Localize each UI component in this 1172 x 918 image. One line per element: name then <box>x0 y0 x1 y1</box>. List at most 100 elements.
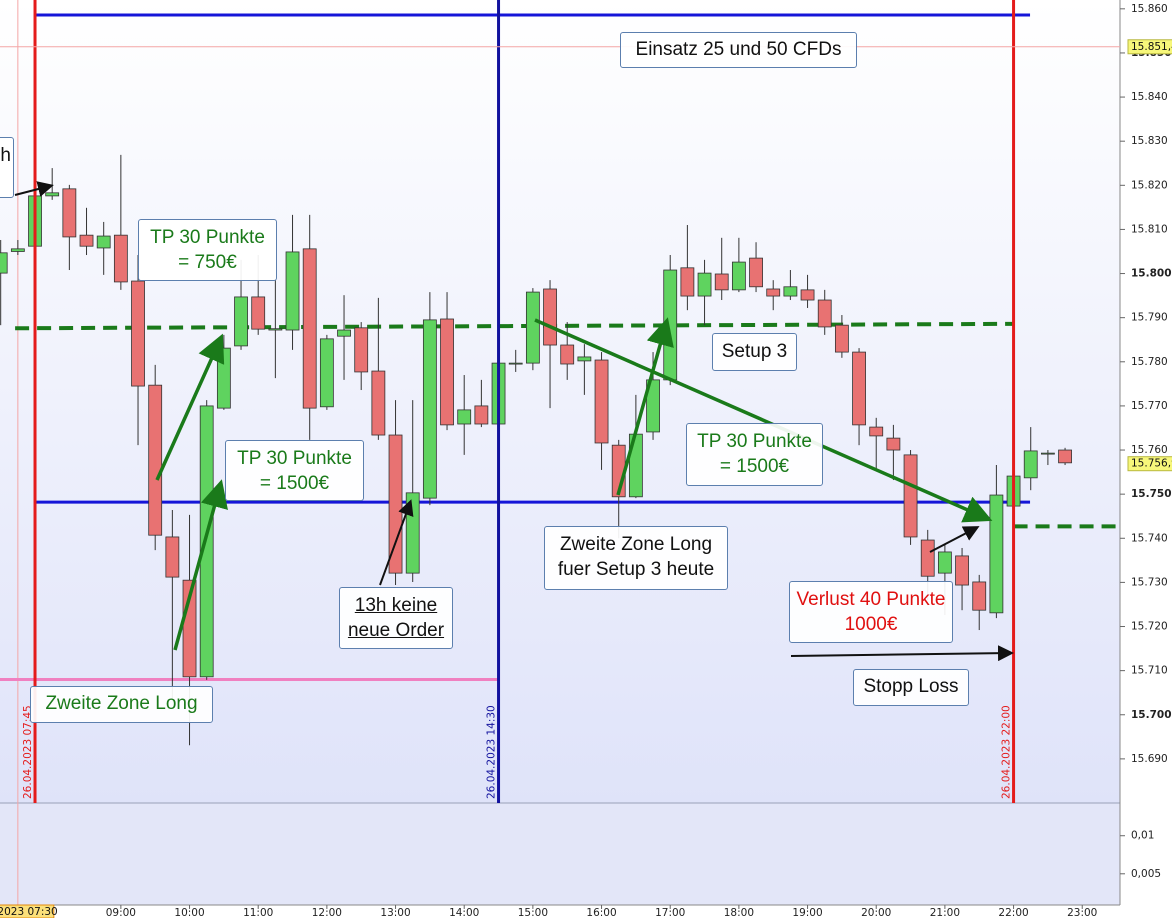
arrow <box>790 645 1014 662</box>
x-tick-label: 23:00 <box>1067 907 1097 918</box>
y-tick-label: 15.740 <box>1131 532 1168 544</box>
annotation-text: = 1500€ <box>259 473 330 494</box>
y-tick-label: 15.790 <box>1131 312 1168 324</box>
x-tick-label: 20:00 <box>861 907 891 918</box>
y-tick-label: 15.780 <box>1131 356 1168 368</box>
y-tick-label: 15.690 <box>1131 753 1168 765</box>
annotation-text: Setup 3 <box>721 341 788 362</box>
candle-body <box>594 359 609 444</box>
candle-body <box>646 379 660 433</box>
arrow <box>616 317 674 496</box>
candle-body <box>96 235 111 249</box>
candle-body <box>749 257 763 288</box>
y-tick-label: 15.830 <box>1131 135 1168 147</box>
candle-body <box>697 272 712 297</box>
crosshair-time-label: 26.04.2023 07:30 <box>0 906 58 918</box>
candle-body <box>937 551 952 574</box>
annotation-text: Verlust 40 Punkte <box>796 589 946 610</box>
annotation-text: 1000€ <box>844 614 898 635</box>
annotation: Stopp Loss <box>853 669 969 706</box>
candle-body <box>285 251 300 331</box>
y-tick-label: 15.840 <box>1131 91 1168 103</box>
session-label: 26.04.2023 07:45 <box>22 705 34 799</box>
annotation: TP 30 Punkte = 1500€ <box>225 440 364 501</box>
candle-body <box>1058 449 1072 464</box>
candle-body <box>525 291 540 364</box>
candle-body <box>337 329 351 337</box>
annotation: Setup 3 <box>712 333 797 371</box>
x-tick-label: 10:00 <box>174 907 204 918</box>
candle-body <box>113 234 128 283</box>
candle-body <box>834 324 849 353</box>
arrow <box>155 333 225 481</box>
x-tick-label: 13:00 <box>380 907 410 918</box>
x-tick-label: 21:00 <box>930 907 960 918</box>
annotation-text: = 1500€ <box>719 456 790 477</box>
price-marker-label: 15.851,4 <box>1131 41 1172 53</box>
candle-body <box>234 296 248 347</box>
candle-body <box>508 362 523 365</box>
candle-body <box>714 273 729 291</box>
x-tick-label: 22:00 <box>998 907 1028 918</box>
annotation-text: Einsatz 25 und 50 CFDs <box>635 39 842 60</box>
session-label: 26.04.2023 22:00 <box>1001 705 1013 799</box>
annotation-text: Zweite Zone Long <box>45 693 198 714</box>
candle-body <box>405 492 420 574</box>
annotation: Zweite Zone Long <box>30 686 213 723</box>
y-tick-label: 15.760 <box>1131 444 1168 456</box>
arrow <box>173 479 228 651</box>
annotation-text: TP 30 Punkte <box>237 448 352 469</box>
annotation-text: h <box>0 145 11 166</box>
candle-body <box>148 384 163 536</box>
candle-body <box>371 370 386 436</box>
x-tick-label: 11:00 <box>243 907 273 918</box>
annotation: Verlust 40 Punkte 1000€ <box>789 581 953 643</box>
candle-body <box>199 405 214 678</box>
arrow <box>379 499 414 586</box>
arrows <box>14 181 1014 662</box>
candle-body <box>989 494 1004 614</box>
panel-tick-label: 0,01 <box>1131 830 1154 842</box>
y-tick-label: 15.820 <box>1131 179 1168 191</box>
candle-body <box>216 347 231 409</box>
arrow <box>14 181 54 197</box>
candle-body <box>680 267 695 297</box>
candle-body <box>852 351 866 426</box>
candle-body <box>422 319 437 499</box>
annotation-text: 13h keine <box>354 595 438 616</box>
candle-body <box>319 338 334 408</box>
candle-body <box>440 318 454 426</box>
candle-body <box>886 437 901 451</box>
candle-body <box>62 188 77 238</box>
arrow <box>534 318 993 523</box>
candle-body <box>457 409 472 425</box>
candle-body <box>0 252 8 274</box>
candle-body <box>920 539 935 577</box>
y-tick-label: 15.750 <box>1131 488 1172 500</box>
price-marker-label: 15.756,9 <box>1131 458 1172 470</box>
y-tick-label: 15.710 <box>1131 665 1168 677</box>
session-label: 26.04.2023 14:30 <box>486 705 498 799</box>
candle-body <box>79 234 94 247</box>
x-tick-label: 12:00 <box>312 907 342 918</box>
annotation-text: neue Order <box>347 620 445 641</box>
annotation: TP 30 Punkte = 1500€ <box>686 423 823 486</box>
candle-body <box>766 288 781 297</box>
indicator-panel <box>0 803 1120 905</box>
candle-body <box>302 248 317 409</box>
candle-body <box>817 299 832 328</box>
candle-body <box>972 581 987 611</box>
annotation: h <box>0 137 14 198</box>
y-tick-label: 15.720 <box>1131 621 1168 633</box>
candle-body <box>731 261 746 291</box>
y-tick-label: 15.810 <box>1131 223 1168 235</box>
candle-body <box>869 426 884 437</box>
candle-body <box>560 344 575 365</box>
x-tick-label: 14:00 <box>449 907 479 918</box>
candle-body <box>903 454 918 538</box>
annotation-text: TP 30 Punkte <box>697 431 812 452</box>
x-tick-label: 17:00 <box>655 907 685 918</box>
candle-body <box>268 328 283 331</box>
candle-body <box>543 288 557 346</box>
